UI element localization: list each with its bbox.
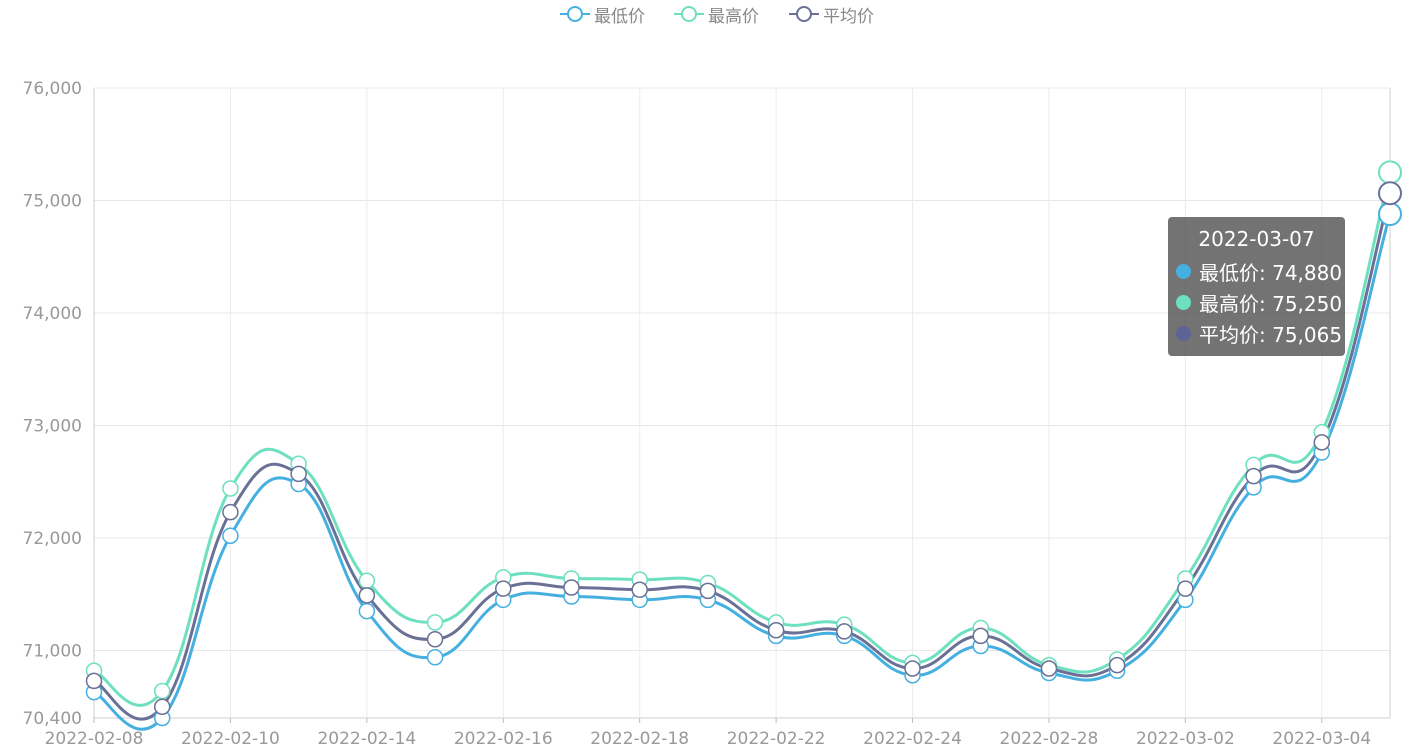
y-tick-label: 76,000 (23, 79, 82, 99)
y-tick-label: 70,400 (23, 709, 82, 729)
data-point-avg (1177, 580, 1194, 597)
tooltip-high-text: 最高价: 75,250 (1199, 291, 1343, 316)
data-point-avg (85, 672, 103, 690)
tooltip-row-avg: 平均价: 75,065 (1176, 319, 1342, 347)
x-tick-label: 2022-02-10 (181, 729, 280, 749)
y-tick-label: 74,000 (23, 304, 82, 324)
legend-item-low[interactable]: 最低价 (560, 2, 645, 27)
legend-item-avg[interactable]: 平均价 (789, 2, 874, 27)
data-point-avg (1313, 434, 1331, 451)
x-tick-label: 2022-02-22 (727, 729, 826, 749)
data-point-low (1378, 202, 1402, 226)
data-point-low (358, 602, 376, 620)
tooltip-row-high: 最高价: 75,250 (1176, 288, 1342, 316)
data-point-avg (1108, 656, 1126, 674)
data-point-high (153, 682, 171, 700)
tooltip-low-text: 最低价: 74,880 (1199, 260, 1343, 285)
data-point-avg (699, 582, 717, 600)
data-point-avg (426, 631, 444, 648)
data-point-high (1378, 160, 1402, 185)
data-point-high (426, 614, 444, 631)
data-point-avg (631, 581, 648, 598)
tooltip-row-low: 最低价: 74,880 (1176, 257, 1342, 285)
data-point-avg (1245, 467, 1262, 485)
tooltip-avg-dot-icon (1176, 325, 1191, 341)
x-tick-label: 2022-02-28 (1000, 729, 1099, 749)
x-tick-label: 2022-02-16 (454, 729, 553, 749)
data-point-avg (290, 465, 307, 483)
data-point-avg (904, 660, 921, 677)
legend-avg-icon (789, 6, 819, 22)
y-tick-label: 72,000 (23, 529, 82, 549)
data-point-avg (358, 587, 376, 604)
legend: 最低价 最高价 平均价 (0, 0, 1427, 30)
data-point-avg (495, 580, 512, 597)
x-tick-label: 2022-02-18 (590, 729, 689, 749)
data-point-avg (153, 698, 171, 715)
data-point-high (222, 480, 239, 497)
data-point-high (358, 572, 376, 589)
y-tick-label: 71,000 (23, 642, 82, 662)
data-point-avg (1040, 660, 1058, 677)
data-point-low (222, 527, 239, 544)
y-tick-label: 73,000 (23, 417, 82, 437)
data-point-avg (767, 622, 785, 639)
data-point-avg (563, 579, 580, 596)
data-point-avg (222, 503, 239, 521)
x-tick-label: 2022-02-24 (863, 729, 962, 749)
x-tick-label: 2022-02-14 (317, 729, 416, 749)
data-point-avg (836, 623, 853, 640)
legend-item-high[interactable]: 最高价 (674, 2, 759, 27)
tooltip: 2022-03-07 最低价: 74,880 最高价: 75,250 平均价: … (1168, 217, 1345, 356)
y-tick-label: 75,000 (23, 192, 82, 212)
data-point-low (426, 649, 444, 666)
series-line-high (93, 171, 1392, 707)
x-tick-label: 2022-03-04 (1272, 729, 1371, 749)
legend-label-avg: 平均价 (823, 6, 874, 27)
series-line-low (93, 213, 1392, 731)
tooltip-title: 2022-03-07 (1198, 227, 1315, 251)
tooltip-high-dot-icon (1176, 294, 1191, 310)
series-line-avg (93, 192, 1392, 721)
legend-label-low: 最低价 (594, 6, 645, 27)
legend-high-icon (674, 6, 704, 22)
x-tick-label: 2022-03-02 (1136, 729, 1235, 749)
x-tick-label: 2022-02-08 (45, 729, 144, 749)
tooltip-avg-text: 平均价: 75,065 (1199, 322, 1343, 347)
legend-label-high: 最高价 (708, 6, 759, 27)
data-point-avg (972, 627, 989, 645)
tooltip-low-dot-icon (1176, 263, 1191, 279)
data-point-avg (1378, 181, 1402, 206)
legend-low-icon (560, 6, 590, 22)
